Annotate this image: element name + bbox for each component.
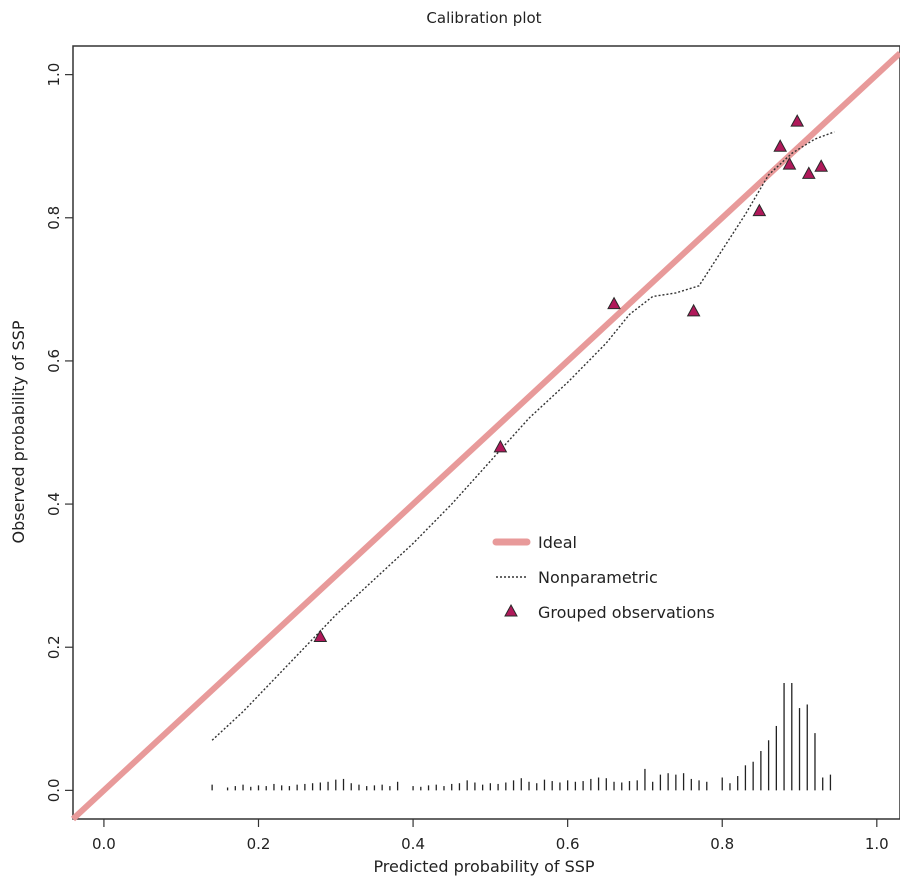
legend-grouped-swatch (504, 603, 518, 617)
ideal-line-layer (70, 50, 900, 822)
rug-ticks (211, 683, 832, 791)
grouped-observation-point (493, 439, 508, 453)
x-tick-label: 0.6 (556, 835, 580, 853)
legend-nonparametric-label: Nonparametric (538, 568, 658, 587)
grouped-observation-point (814, 159, 829, 172)
y-tick-label: 0.0 (45, 778, 63, 802)
grouped-observation-point (801, 166, 816, 179)
y-tick-label: 0.8 (45, 206, 63, 230)
y-tick-label: 0.6 (45, 349, 63, 373)
grouped-observations-layer (313, 114, 829, 642)
y-axis-title: Observed probability of SSP (9, 320, 28, 543)
nonparametric-line-layer (211, 131, 835, 741)
x-axis-title: Predicted probability of SSP (373, 857, 594, 876)
y-tick-label: 1.0 (45, 63, 63, 87)
plot-frame (72, 45, 900, 820)
x-tick-label: 0.0 (92, 835, 116, 853)
legend-grouped-label: Grouped observations (538, 603, 715, 622)
x-tick-label: 1.0 (865, 835, 889, 853)
ideal-line (70, 50, 900, 822)
y-tick-label: 0.2 (45, 635, 63, 659)
x-tick-label: 0.2 (247, 835, 271, 853)
legend: Ideal Nonparametric Grouped observations (492, 533, 715, 622)
grouped-observation-point (686, 303, 701, 317)
grouped-observation-point (752, 203, 767, 217)
y-axis: 0.0 0.2 0.4 0.6 0.8 1.0 (45, 63, 73, 802)
x-tick-label: 0.8 (710, 835, 734, 853)
nonparametric-line (211, 131, 835, 741)
x-axis: 0.0 0.2 0.4 0.6 0.8 1.0 (92, 819, 889, 853)
grouped-observation-point (782, 157, 797, 170)
x-tick-label: 0.4 (401, 835, 425, 853)
grouped-observation-point (607, 296, 621, 310)
chart-title: Calibration plot (426, 9, 541, 27)
legend-ideal-label: Ideal (538, 533, 577, 552)
grouped-observation-point (773, 139, 788, 152)
y-tick-label: 0.4 (45, 492, 63, 516)
grouped-observation-point (790, 114, 805, 127)
grouped-observation-point (313, 629, 328, 642)
